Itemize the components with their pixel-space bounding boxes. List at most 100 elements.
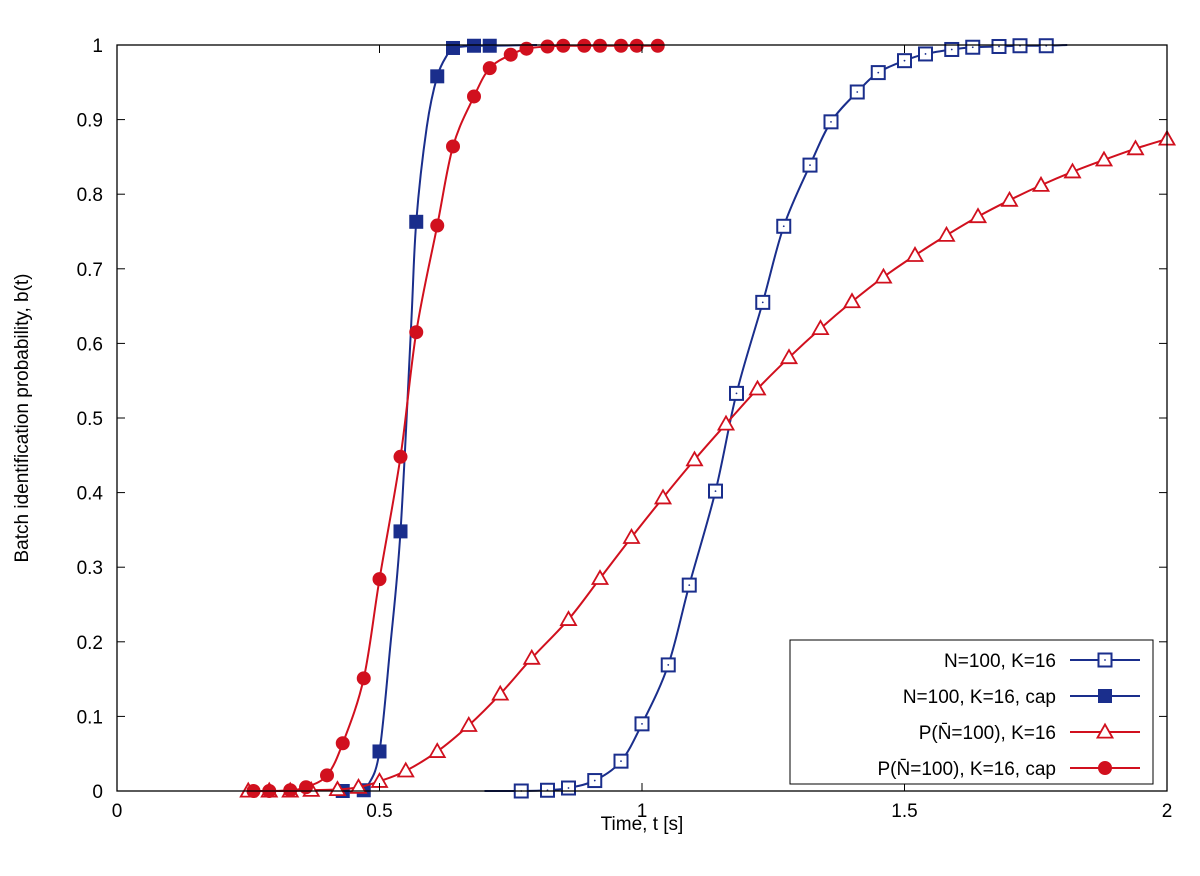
y-axis-title: Batch identification probability, b(t): [12, 273, 33, 562]
y-tick-label: 0.5: [77, 409, 103, 430]
data-point: [685, 450, 704, 467]
data-point-dot: [924, 53, 927, 55]
data-point-dot: [567, 787, 570, 789]
data-point: [283, 783, 298, 798]
data-point-dot: [620, 760, 622, 763]
data-point: [430, 218, 445, 233]
data-point: [482, 38, 497, 53]
data-point: [556, 38, 571, 53]
data-point: [409, 325, 424, 340]
data-point: [650, 38, 665, 53]
data-point: [428, 742, 447, 758]
data-point: [467, 38, 481, 53]
series-2: [335, 38, 538, 798]
data-point-dot: [667, 664, 670, 666]
x-axis-title: Time, t [s]: [601, 814, 684, 835]
data-point: [811, 319, 830, 336]
data-point: [622, 528, 641, 544]
y-tick-label: 0.7: [77, 260, 103, 281]
axis-ticks: 0 0.5 1 1.5 2 0 0.1 0.2 0.3 0.4 0.5 0.6 0.7 0.8 0.9 1: [77, 36, 1173, 822]
data-point: [1000, 190, 1019, 207]
legend-item: N=100, K=16, cap: [903, 687, 1140, 708]
data-point: [519, 41, 534, 56]
data-point-dot: [688, 584, 691, 587]
data-point-dot: [998, 45, 1000, 48]
y-tick-label: 0.6: [77, 334, 103, 355]
data-point: [349, 777, 368, 794]
legend-item: P(N̄=100), K=16: [919, 722, 1140, 744]
data-point: [653, 488, 673, 505]
data-point-dot: [950, 48, 953, 51]
data-point: [968, 207, 988, 224]
data-point: [937, 225, 956, 242]
data-point: [1126, 139, 1145, 156]
data-point: [482, 61, 497, 76]
data-point: [372, 744, 387, 759]
y-tick-label: 0.1: [77, 707, 103, 728]
legend-item: N=100, K=16: [944, 651, 1140, 672]
data-point: [320, 768, 334, 783]
data-point: [299, 780, 313, 795]
data-point: [491, 684, 510, 701]
data-point: [409, 214, 424, 229]
legend-marker: [1098, 761, 1112, 775]
data-point-dot: [593, 779, 596, 782]
data-point: [335, 736, 350, 751]
data-point: [393, 524, 408, 539]
data-point: [540, 39, 555, 54]
data-point: [522, 648, 541, 665]
data-point: [593, 38, 607, 53]
y-tick-label: 0.3: [77, 558, 103, 579]
data-point: [874, 267, 893, 284]
x-tick-label: 1.5: [891, 801, 917, 822]
legend-items: N=100, K=16 N=100, K=16, cap P(N̄=100), K=…: [878, 651, 1140, 780]
data-point: [716, 414, 736, 431]
data-point: [905, 246, 925, 262]
x-tick-label: 0: [112, 801, 123, 822]
legend-marker-dot: [1104, 659, 1106, 661]
data-point-dot: [641, 722, 643, 725]
data-point: [503, 47, 518, 62]
data-point: [748, 379, 767, 396]
data-point: [446, 40, 460, 55]
data-point-dot: [735, 392, 738, 395]
x-tick-label: 2: [1162, 801, 1173, 822]
data-point: [328, 780, 347, 797]
data-point: [467, 89, 481, 104]
y-tick-label: 0: [92, 782, 103, 803]
data-point: [779, 348, 799, 365]
data-point: [629, 38, 644, 53]
legend-marker: [1098, 689, 1112, 703]
y-tick-label: 0.9: [77, 111, 103, 132]
legend-marker: [1095, 722, 1115, 739]
data-point: [430, 69, 445, 84]
data-point-dot: [877, 71, 880, 74]
data-point: [590, 569, 610, 585]
data-point: [559, 610, 578, 626]
data-point: [614, 38, 628, 53]
legend-item: P(N̄=100), K=16, cap: [878, 759, 1140, 780]
data-point-dot: [856, 91, 859, 93]
y-tick-label: 1: [92, 36, 103, 57]
data-point: [396, 761, 415, 778]
x-tick-label: 1: [637, 801, 648, 822]
legend: N=100, K=16 N=100, K=16, cap P(N̄=100), K=…: [789, 639, 1154, 785]
data-point: [1031, 175, 1051, 192]
series-1: [484, 38, 1068, 799]
data-point-dot: [782, 225, 785, 228]
data-point: [1094, 150, 1114, 167]
data-point: [446, 139, 460, 154]
data-point-dot: [714, 490, 717, 493]
data-point: [372, 572, 387, 587]
legend-label: N=100, K=16: [944, 651, 1056, 672]
data-point: [356, 671, 371, 686]
y-tick-label: 0.8: [77, 185, 103, 206]
legend-box: [789, 639, 1154, 785]
data-point: [393, 449, 408, 464]
data-point-dot: [761, 301, 764, 304]
legend-label: P(N̄=100), K=16, cap: [878, 759, 1057, 780]
plot-marks: [239, 38, 1177, 799]
data-point-dot: [903, 59, 906, 62]
data-point: [459, 716, 478, 732]
